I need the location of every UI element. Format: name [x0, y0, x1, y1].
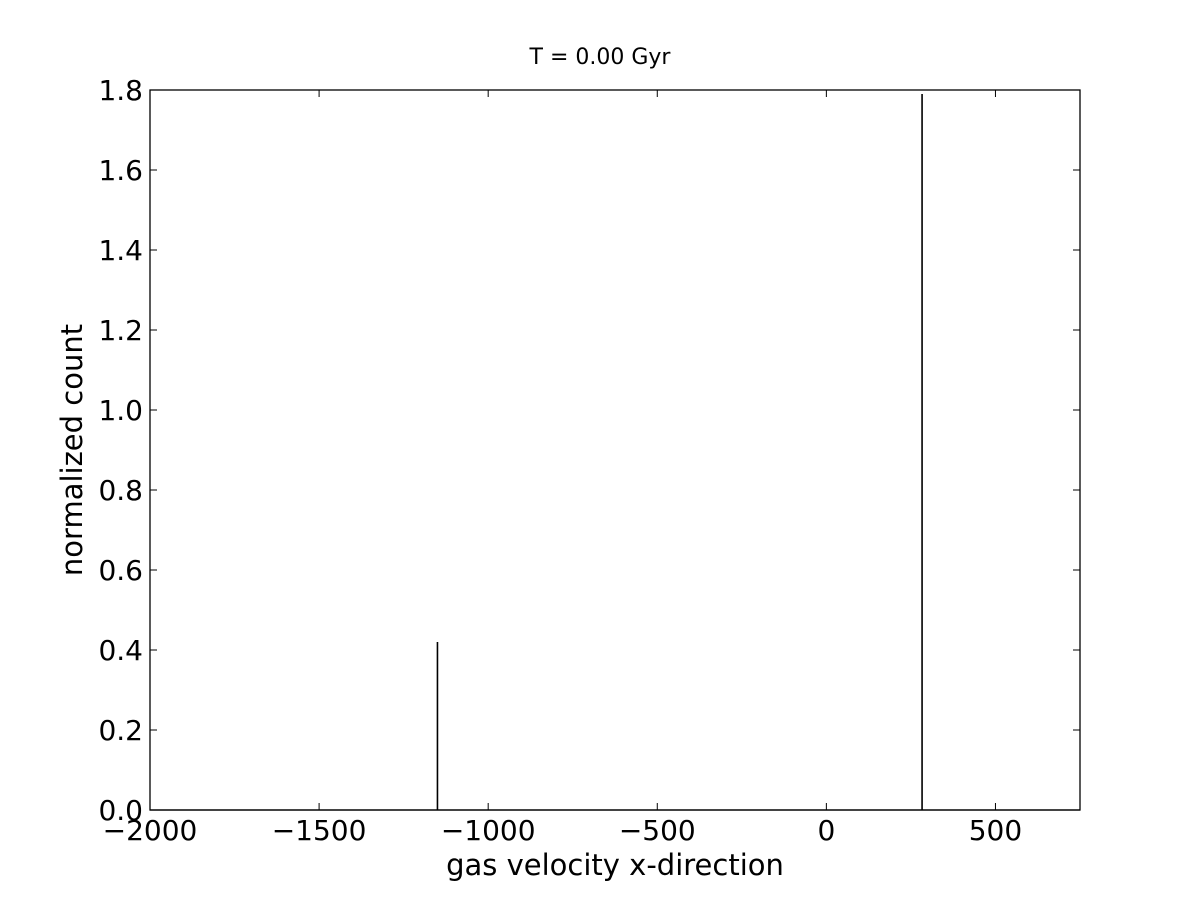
x-tick-label: 0 [817, 814, 835, 847]
y-tick-label: 1.2 [98, 314, 143, 347]
y-tick-label: 0.2 [98, 714, 143, 747]
x-tick-label: 500 [969, 814, 1022, 847]
y-tick-label: 1.8 [98, 74, 143, 107]
y-tick-label: 0.6 [98, 554, 143, 587]
plot-area: −2000 −1500 −1000 −500 0 500 0.0 0.2 0.4 0.6 0.8 1.… [98, 74, 1081, 847]
y-tick-label: 1.6 [98, 154, 143, 187]
x-axis-label: gas velocity x-direction [446, 848, 784, 882]
x-tick-label: −2000 [103, 814, 198, 847]
x-tick-label: −500 [619, 814, 696, 847]
x-tick-label: −1000 [441, 814, 536, 847]
y-tick-label: 0.0 [98, 794, 143, 827]
axes-frame [149, 89, 1081, 811]
chart-title: T = 0.00 Gyr [529, 45, 672, 70]
y-tick-label: 0.4 [98, 634, 143, 667]
y-axis-label: normalized count [55, 324, 89, 576]
y-tick-label: 1.0 [98, 394, 143, 427]
y-tick-label: 1.4 [98, 234, 143, 267]
x-tick-label: −1500 [272, 814, 367, 847]
y-tick-label: 0.8 [98, 474, 143, 507]
